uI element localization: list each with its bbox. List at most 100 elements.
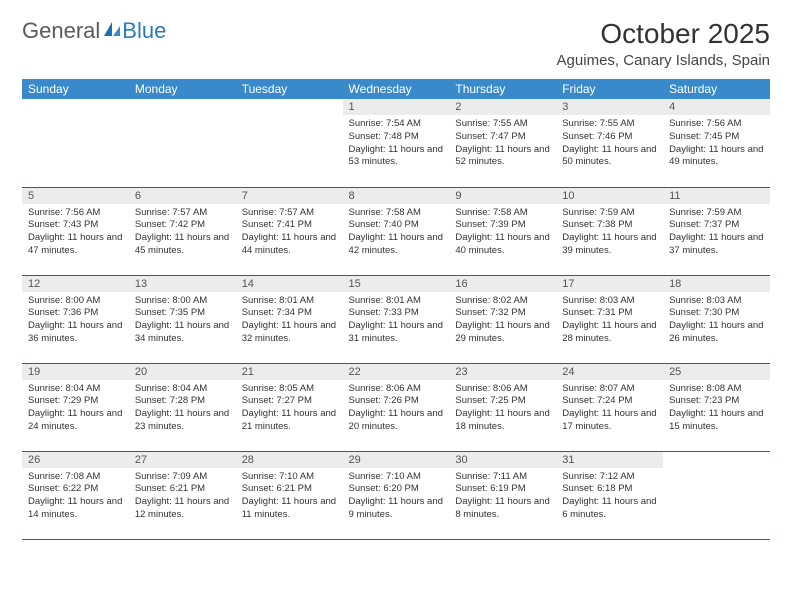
title-block: October 2025 Aguimes, Canary Islands, Sp… (557, 18, 770, 69)
day-content: Sunrise: 7:55 AMSunset: 7:46 PMDaylight:… (556, 115, 663, 173)
day-content: Sunrise: 7:57 AMSunset: 7:41 PMDaylight:… (236, 204, 343, 262)
day-number: 20 (129, 364, 236, 380)
day-content: Sunrise: 7:58 AMSunset: 7:40 PMDaylight:… (343, 204, 450, 262)
day-content: Sunrise: 8:04 AMSunset: 7:28 PMDaylight:… (129, 380, 236, 438)
day-content: Sunrise: 8:03 AMSunset: 7:31 PMDaylight:… (556, 292, 663, 350)
calendar-day-cell: 25Sunrise: 8:08 AMSunset: 7:23 PMDayligh… (663, 363, 770, 451)
day-content: Sunrise: 8:01 AMSunset: 7:33 PMDaylight:… (343, 292, 450, 350)
day-number: 29 (343, 452, 450, 468)
day-number: 2 (449, 99, 556, 115)
calendar-day-cell: 19Sunrise: 8:04 AMSunset: 7:29 PMDayligh… (22, 363, 129, 451)
day-content: Sunrise: 8:04 AMSunset: 7:29 PMDaylight:… (22, 380, 129, 438)
logo-text-1: General (22, 18, 100, 44)
day-number: 8 (343, 188, 450, 204)
calendar-day-cell: 6Sunrise: 7:57 AMSunset: 7:42 PMDaylight… (129, 187, 236, 275)
calendar-day-cell: 26Sunrise: 7:08 AMSunset: 6:22 PMDayligh… (22, 451, 129, 539)
calendar-day-cell: 28Sunrise: 7:10 AMSunset: 6:21 PMDayligh… (236, 451, 343, 539)
day-content: Sunrise: 7:57 AMSunset: 7:42 PMDaylight:… (129, 204, 236, 262)
calendar-table: SundayMondayTuesdayWednesdayThursdayFrid… (22, 79, 770, 540)
day-number: 19 (22, 364, 129, 380)
day-number: 7 (236, 188, 343, 204)
day-number: 24 (556, 364, 663, 380)
day-number: 5 (22, 188, 129, 204)
calendar-day-cell: 31Sunrise: 7:12 AMSunset: 6:18 PMDayligh… (556, 451, 663, 539)
day-content: Sunrise: 7:55 AMSunset: 7:47 PMDaylight:… (449, 115, 556, 173)
day-content: Sunrise: 7:58 AMSunset: 7:39 PMDaylight:… (449, 204, 556, 262)
day-content: Sunrise: 8:00 AMSunset: 7:35 PMDaylight:… (129, 292, 236, 350)
logo: General Blue (22, 18, 166, 44)
day-content: Sunrise: 8:06 AMSunset: 7:26 PMDaylight:… (343, 380, 450, 438)
day-content: Sunrise: 8:06 AMSunset: 7:25 PMDaylight:… (449, 380, 556, 438)
day-content: Sunrise: 7:11 AMSunset: 6:19 PMDaylight:… (449, 468, 556, 526)
day-content: Sunrise: 7:56 AMSunset: 7:45 PMDaylight:… (663, 115, 770, 173)
day-number: 11 (663, 188, 770, 204)
day-content: Sunrise: 7:10 AMSunset: 6:21 PMDaylight:… (236, 468, 343, 526)
calendar-day-cell: 10Sunrise: 7:59 AMSunset: 7:38 PMDayligh… (556, 187, 663, 275)
column-header: Tuesday (236, 79, 343, 99)
logo-sail-icon (102, 18, 122, 44)
day-content: Sunrise: 7:59 AMSunset: 7:37 PMDaylight:… (663, 204, 770, 262)
column-header: Monday (129, 79, 236, 99)
calendar-day-cell: 7Sunrise: 7:57 AMSunset: 7:41 PMDaylight… (236, 187, 343, 275)
calendar-day-cell: 11Sunrise: 7:59 AMSunset: 7:37 PMDayligh… (663, 187, 770, 275)
day-number: 30 (449, 452, 556, 468)
calendar-week-row: 19Sunrise: 8:04 AMSunset: 7:29 PMDayligh… (22, 363, 770, 451)
day-number: 4 (663, 99, 770, 115)
day-number: 13 (129, 276, 236, 292)
calendar-day-cell: 14Sunrise: 8:01 AMSunset: 7:34 PMDayligh… (236, 275, 343, 363)
calendar-day-cell: 29Sunrise: 7:10 AMSunset: 6:20 PMDayligh… (343, 451, 450, 539)
day-number: 10 (556, 188, 663, 204)
day-number: 15 (343, 276, 450, 292)
day-number: 9 (449, 188, 556, 204)
day-content: Sunrise: 7:08 AMSunset: 6:22 PMDaylight:… (22, 468, 129, 526)
day-number: 28 (236, 452, 343, 468)
calendar-day-cell (236, 99, 343, 187)
calendar-day-cell: 16Sunrise: 8:02 AMSunset: 7:32 PMDayligh… (449, 275, 556, 363)
day-content: Sunrise: 8:08 AMSunset: 7:23 PMDaylight:… (663, 380, 770, 438)
column-header: Friday (556, 79, 663, 99)
calendar-day-cell: 27Sunrise: 7:09 AMSunset: 6:21 PMDayligh… (129, 451, 236, 539)
day-number: 26 (22, 452, 129, 468)
calendar-day-cell: 5Sunrise: 7:56 AMSunset: 7:43 PMDaylight… (22, 187, 129, 275)
calendar-day-cell: 30Sunrise: 7:11 AMSunset: 6:19 PMDayligh… (449, 451, 556, 539)
calendar-day-cell: 21Sunrise: 8:05 AMSunset: 7:27 PMDayligh… (236, 363, 343, 451)
calendar-day-cell: 22Sunrise: 8:06 AMSunset: 7:26 PMDayligh… (343, 363, 450, 451)
day-number: 6 (129, 188, 236, 204)
calendar-day-cell: 15Sunrise: 8:01 AMSunset: 7:33 PMDayligh… (343, 275, 450, 363)
calendar-day-cell: 18Sunrise: 8:03 AMSunset: 7:30 PMDayligh… (663, 275, 770, 363)
calendar-day-cell (129, 99, 236, 187)
day-number: 12 (22, 276, 129, 292)
calendar-day-cell: 23Sunrise: 8:06 AMSunset: 7:25 PMDayligh… (449, 363, 556, 451)
column-header: Wednesday (343, 79, 450, 99)
day-content: Sunrise: 8:05 AMSunset: 7:27 PMDaylight:… (236, 380, 343, 438)
calendar-day-cell (663, 451, 770, 539)
day-content: Sunrise: 8:01 AMSunset: 7:34 PMDaylight:… (236, 292, 343, 350)
calendar-day-cell: 3Sunrise: 7:55 AMSunset: 7:46 PMDaylight… (556, 99, 663, 187)
column-header: Saturday (663, 79, 770, 99)
day-content: Sunrise: 7:10 AMSunset: 6:20 PMDaylight:… (343, 468, 450, 526)
day-content: Sunrise: 7:12 AMSunset: 6:18 PMDaylight:… (556, 468, 663, 526)
day-number: 18 (663, 276, 770, 292)
calendar-day-cell: 4Sunrise: 7:56 AMSunset: 7:45 PMDaylight… (663, 99, 770, 187)
day-content: Sunrise: 7:09 AMSunset: 6:21 PMDaylight:… (129, 468, 236, 526)
day-content: Sunrise: 8:00 AMSunset: 7:36 PMDaylight:… (22, 292, 129, 350)
month-title: October 2025 (557, 18, 770, 50)
logo-text-2: Blue (122, 18, 166, 44)
calendar-day-cell: 20Sunrise: 8:04 AMSunset: 7:28 PMDayligh… (129, 363, 236, 451)
calendar-week-row: 1Sunrise: 7:54 AMSunset: 7:48 PMDaylight… (22, 99, 770, 187)
day-content: Sunrise: 8:02 AMSunset: 7:32 PMDaylight:… (449, 292, 556, 350)
day-number: 21 (236, 364, 343, 380)
day-number: 31 (556, 452, 663, 468)
day-number: 14 (236, 276, 343, 292)
day-number: 27 (129, 452, 236, 468)
day-content: Sunrise: 7:56 AMSunset: 7:43 PMDaylight:… (22, 204, 129, 262)
calendar-body: 1Sunrise: 7:54 AMSunset: 7:48 PMDaylight… (22, 99, 770, 539)
header: General Blue October 2025 Aguimes, Canar… (22, 18, 770, 69)
calendar-week-row: 12Sunrise: 8:00 AMSunset: 7:36 PMDayligh… (22, 275, 770, 363)
day-number: 17 (556, 276, 663, 292)
calendar-day-cell: 9Sunrise: 7:58 AMSunset: 7:39 PMDaylight… (449, 187, 556, 275)
calendar-week-row: 26Sunrise: 7:08 AMSunset: 6:22 PMDayligh… (22, 451, 770, 539)
day-content: Sunrise: 8:07 AMSunset: 7:24 PMDaylight:… (556, 380, 663, 438)
calendar-day-cell: 8Sunrise: 7:58 AMSunset: 7:40 PMDaylight… (343, 187, 450, 275)
column-header: Thursday (449, 79, 556, 99)
